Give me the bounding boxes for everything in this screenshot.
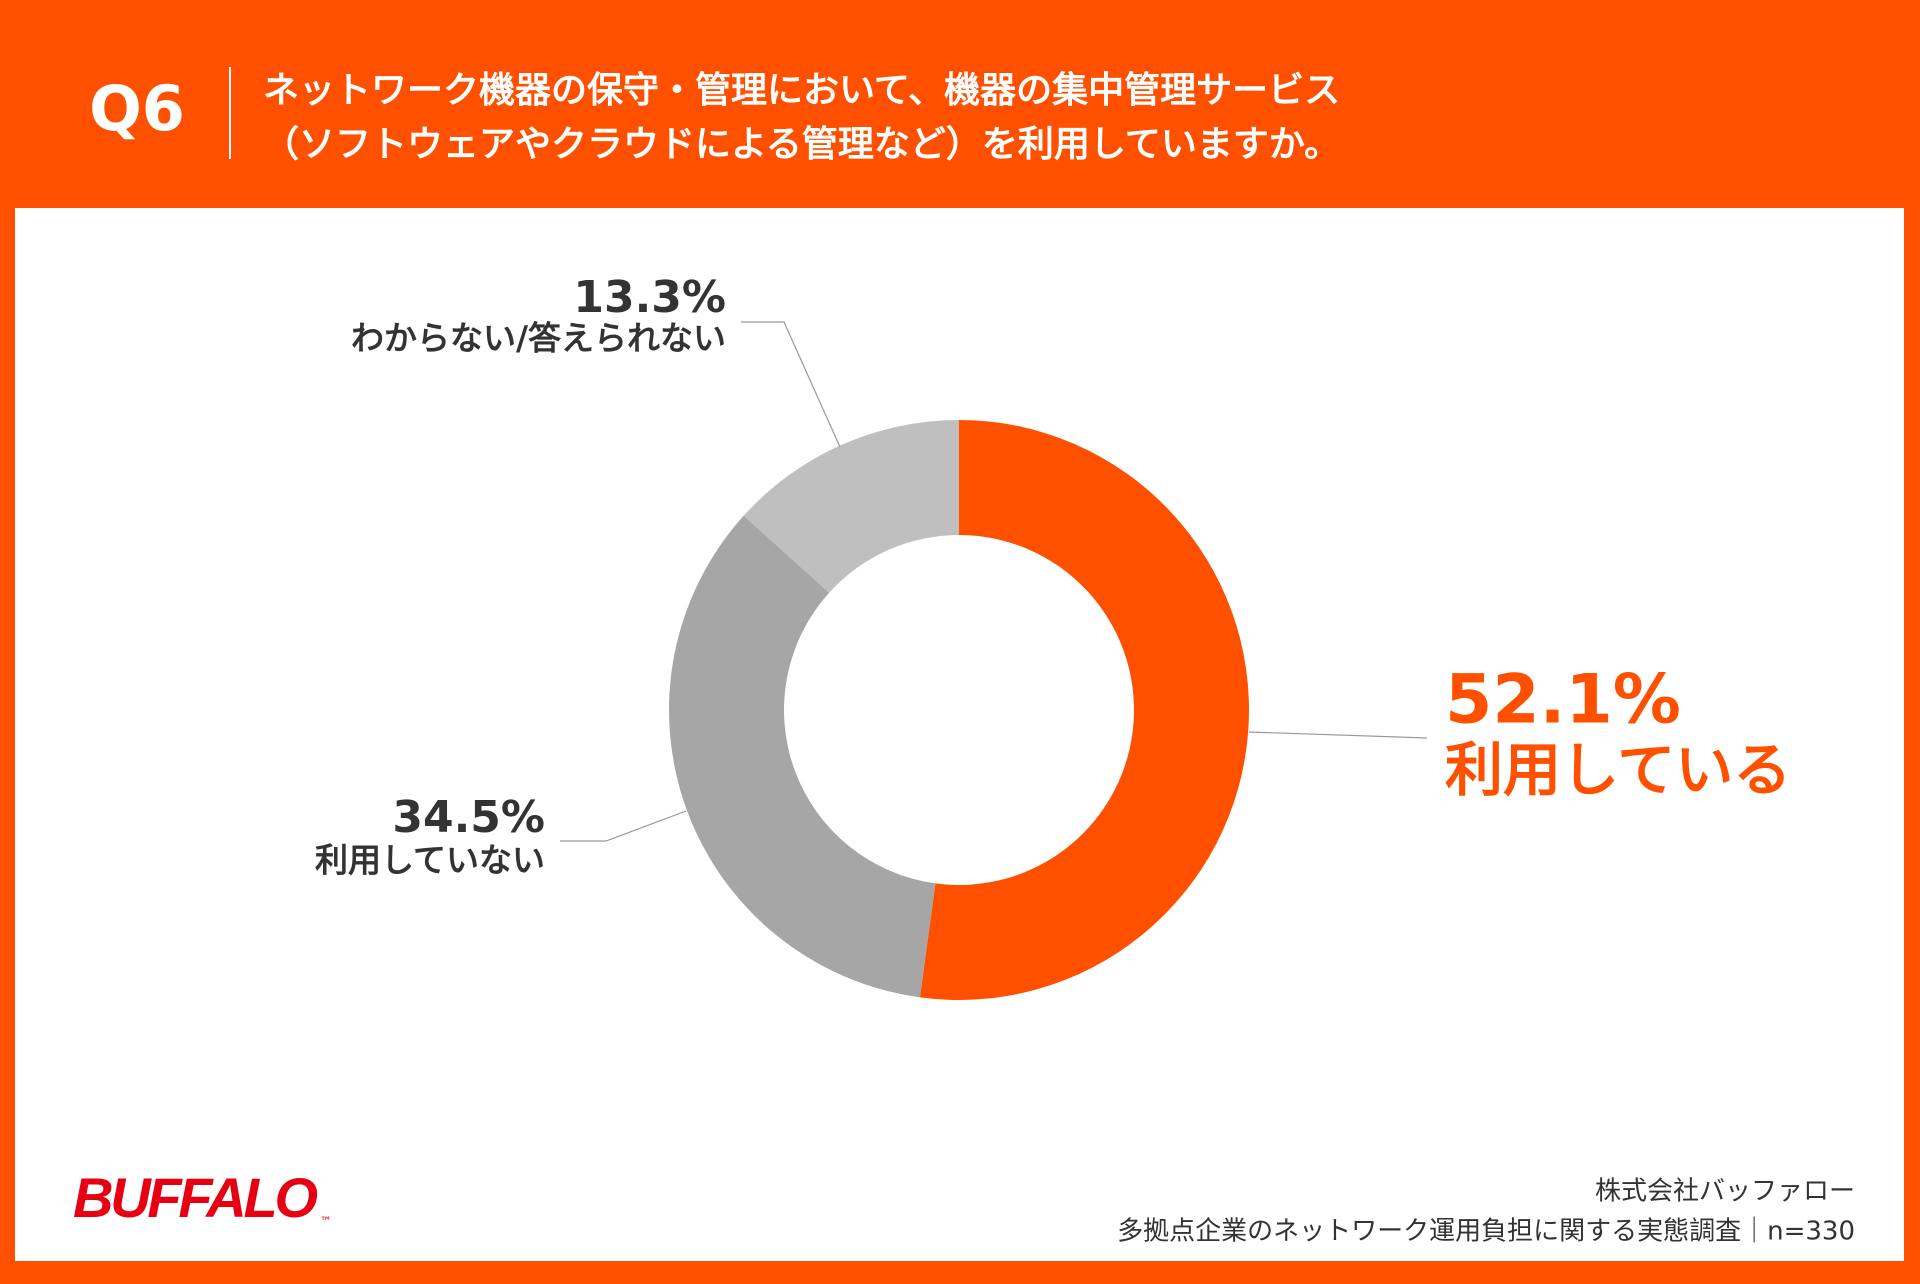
panel [15, 208, 1904, 1261]
category-label: 利用している [1445, 736, 1791, 804]
source: 多拠点企業のネットワーク運用負担に関する実態調査｜n=330 [1117, 1217, 1855, 1247]
company: 株式会社バッファロー [1595, 1177, 1855, 1207]
value-label: 52.1% [1445, 661, 1681, 740]
leader-line [560, 810, 687, 842]
value-label: 13.3% [573, 272, 726, 323]
question-number: Q6 [89, 72, 185, 145]
trademark: ™ [320, 1215, 332, 1229]
slice [919, 420, 1250, 1001]
title-line: ネットワーク機器の保守・管理において、機器の集中管理サービス [263, 70, 1340, 111]
leader-line [741, 321, 841, 448]
leader-line [1248, 731, 1428, 739]
slice [743, 420, 959, 593]
category-label: わからない/答えられない [351, 319, 726, 358]
logo: BUFFALO [73, 1166, 318, 1229]
title-line: （ソフトウェアやクラウドによる管理など）を利用していますか。 [263, 124, 1340, 165]
value-label: 34.5% [392, 792, 545, 843]
category-label: 利用していない [315, 841, 545, 880]
slice [669, 515, 936, 998]
